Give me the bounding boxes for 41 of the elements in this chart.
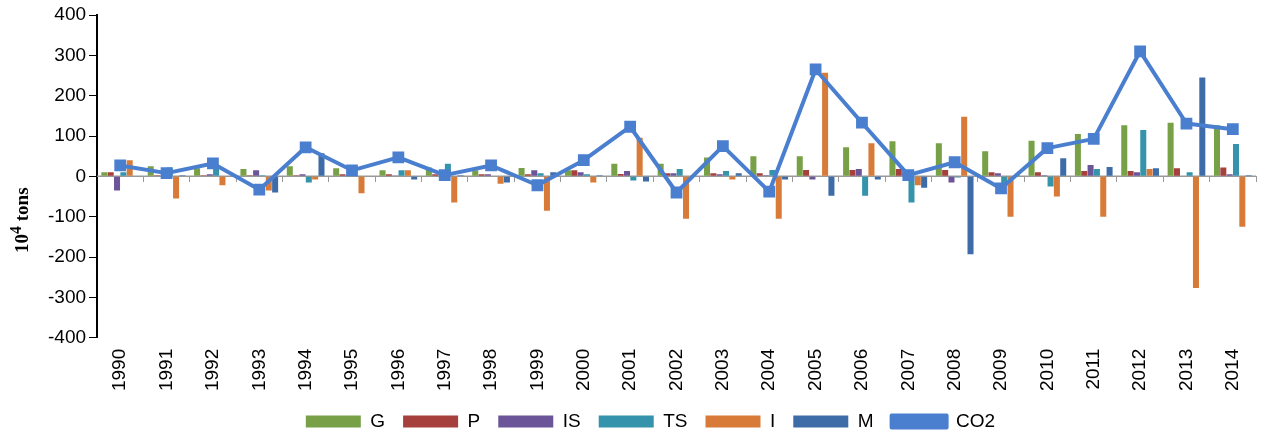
x-tick-label: 1999	[525, 348, 547, 392]
y-tick-label: -200	[48, 245, 87, 267]
x-tick-label: 2004	[757, 348, 779, 392]
x-tick-label: 2007	[896, 348, 918, 392]
x-tick-label: 2003	[711, 348, 733, 392]
legend-label: I	[770, 409, 776, 431]
y-tick-label: -300	[48, 285, 87, 307]
x-tick-label: 2006	[850, 348, 872, 392]
x-tick-label: 2001	[618, 348, 640, 392]
y-tick-label: 200	[54, 83, 87, 105]
y-tick-label: 300	[54, 43, 87, 65]
y-tick-label: -100	[48, 204, 87, 226]
x-tick-label: 2011	[1081, 348, 1103, 390]
x-tick-label: 2014	[1221, 348, 1243, 392]
x-tick-label: 2009	[989, 348, 1011, 392]
x-tick-label: 1993	[247, 348, 269, 392]
legend-label: CO2	[956, 409, 996, 431]
x-tick-label: 1991	[154, 348, 176, 392]
x-tick-label: 1998	[479, 348, 501, 392]
legend-label: TS	[663, 409, 688, 431]
x-tick-label: 2012	[1128, 348, 1150, 392]
x-tick-label: 1995	[340, 348, 362, 392]
legend-label: M	[857, 409, 874, 431]
x-tick-label: 2002	[664, 348, 686, 392]
x-tick-label: 2008	[942, 348, 964, 392]
y-tick-label: 0	[75, 164, 87, 186]
x-tick-label: 2005	[803, 348, 825, 392]
x-tick-label: 1996	[386, 348, 408, 392]
y-tick-label: -400	[48, 325, 87, 347]
legend-label: P	[467, 409, 481, 431]
y-tick-label: 400	[54, 3, 87, 25]
y-tick-label: 100	[54, 124, 87, 146]
x-tick-label: 1990	[108, 348, 130, 392]
x-tick-label: 1992	[201, 348, 223, 392]
x-tick-label: 1994	[293, 348, 315, 392]
x-tick-label: 2010	[1035, 348, 1057, 392]
x-tick-label: 2013	[1174, 348, 1196, 392]
legend-label: G	[370, 409, 386, 431]
x-tick-label: 1997	[432, 348, 454, 392]
x-tick-label: 2000	[572, 348, 594, 392]
legend-label: IS	[562, 409, 581, 431]
